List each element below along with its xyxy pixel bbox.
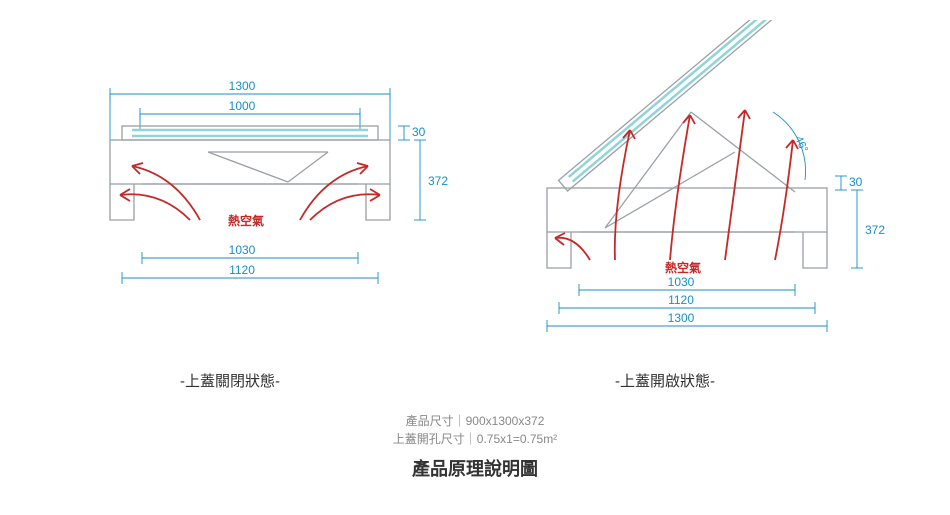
hot-air-label-left: 熱空氣 [228, 213, 264, 228]
open-diagram: 46° 30 372 1030 1120 1300 熱空氣 [495, 20, 915, 340]
spec-line-2: 上蓋開孔尺寸｜0.75x1=0.75m² [0, 430, 950, 447]
hot-air-label-right: 熱空氣 [665, 260, 701, 275]
subtitle-closed: -上蓋關閉狀態- [180, 370, 280, 391]
closed-diagram: 1300 1000 30 372 1030 1120 熱空氣 [60, 70, 460, 370]
dim-372: 372 [428, 174, 448, 188]
spec-line-1: 產品尺寸｜900x1300x372 [0, 412, 950, 429]
main-title: 產品原理說明圖 [0, 455, 950, 481]
dim-1120: 1120 [229, 263, 255, 277]
dim-1030: 1030 [229, 243, 256, 257]
dim-r1120: 1120 [668, 293, 694, 307]
dim-1000: 1000 [229, 99, 256, 113]
dim-1300: 1300 [229, 79, 256, 93]
dim-30: 30 [412, 125, 426, 139]
dim-r372: 372 [865, 223, 885, 237]
subtitle-open: -上蓋開啟狀態- [615, 370, 715, 391]
dim-r30: 30 [849, 175, 863, 189]
dim-r1030: 1030 [668, 275, 695, 289]
dim-r1300: 1300 [668, 311, 695, 325]
diagram-page: { "type": "technical-diagram", "canvas":… [0, 0, 950, 515]
